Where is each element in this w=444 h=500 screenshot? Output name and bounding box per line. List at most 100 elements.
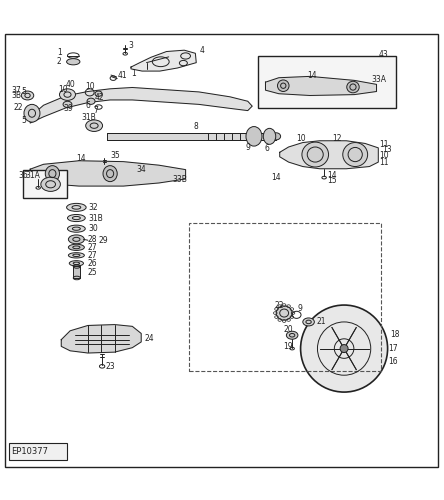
Ellipse shape [67, 58, 80, 65]
Text: 23: 23 [106, 362, 115, 371]
Text: 10: 10 [380, 151, 389, 160]
Text: 6: 6 [85, 101, 90, 110]
Ellipse shape [343, 142, 368, 167]
Polygon shape [131, 50, 196, 71]
Text: 14: 14 [307, 71, 317, 80]
Text: 25: 25 [88, 268, 98, 276]
Ellipse shape [63, 102, 72, 107]
Text: 1: 1 [57, 48, 62, 58]
Text: 24: 24 [145, 334, 155, 344]
Text: 7: 7 [93, 106, 98, 114]
Ellipse shape [286, 332, 298, 339]
Bar [73, 266, 80, 278]
Text: 20: 20 [283, 326, 293, 334]
Ellipse shape [278, 80, 289, 92]
Text: 27: 27 [88, 251, 98, 260]
Ellipse shape [24, 104, 40, 122]
Text: 12: 12 [332, 134, 341, 142]
Ellipse shape [67, 204, 86, 212]
Ellipse shape [67, 225, 85, 232]
Text: 19: 19 [283, 342, 293, 351]
Ellipse shape [21, 91, 34, 100]
Text: 36: 36 [19, 171, 28, 180]
Text: 34: 34 [137, 164, 147, 173]
Text: 42: 42 [95, 93, 104, 102]
Ellipse shape [68, 244, 84, 250]
Text: 10: 10 [297, 134, 306, 142]
Text: 14: 14 [328, 171, 337, 180]
Polygon shape [30, 161, 186, 186]
Ellipse shape [68, 252, 84, 258]
Ellipse shape [68, 235, 84, 244]
Text: 39: 39 [63, 104, 73, 114]
Text: EP10377: EP10377 [12, 447, 48, 456]
Text: 31A: 31A [26, 171, 41, 180]
Bar [107, 133, 276, 140]
Ellipse shape [87, 98, 95, 104]
Text: 40: 40 [66, 80, 75, 90]
Ellipse shape [340, 344, 348, 352]
Ellipse shape [69, 260, 83, 266]
Text: 10: 10 [59, 85, 68, 94]
Bar [23, 170, 67, 198]
Text: 9: 9 [297, 304, 302, 313]
Text: 14: 14 [271, 172, 281, 182]
Text: 5: 5 [21, 116, 26, 125]
Ellipse shape [303, 318, 314, 326]
Text: 5: 5 [21, 88, 26, 96]
Ellipse shape [246, 126, 262, 146]
Polygon shape [61, 324, 141, 353]
Ellipse shape [103, 166, 117, 182]
Text: 8: 8 [193, 122, 198, 131]
Text: 15: 15 [328, 176, 337, 185]
Polygon shape [30, 88, 252, 123]
Text: 29: 29 [99, 236, 108, 244]
Text: 31B: 31B [82, 113, 96, 122]
Text: 22: 22 [13, 104, 23, 112]
Text: 21: 21 [316, 316, 325, 326]
Text: 16: 16 [388, 358, 398, 366]
Text: 27: 27 [88, 243, 98, 252]
Text: 30: 30 [88, 224, 98, 233]
Text: 26: 26 [88, 259, 98, 268]
Text: 3B: 3B [11, 91, 21, 100]
Text: 33B: 33B [172, 176, 187, 184]
Ellipse shape [67, 214, 85, 222]
Text: 3: 3 [129, 42, 134, 50]
Text: 28: 28 [88, 235, 97, 244]
Text: 32: 32 [88, 203, 98, 212]
Text: 37: 37 [11, 86, 21, 94]
Text: 13: 13 [382, 145, 392, 154]
Polygon shape [280, 141, 378, 169]
Text: 17: 17 [388, 344, 398, 353]
Ellipse shape [301, 305, 388, 392]
Text: 1: 1 [131, 69, 136, 78]
Text: 11: 11 [380, 158, 389, 166]
Ellipse shape [86, 120, 103, 132]
Text: 18: 18 [390, 330, 399, 339]
Bar [189, 224, 381, 371]
Bar [9, 442, 67, 460]
Ellipse shape [347, 82, 359, 93]
Ellipse shape [302, 142, 329, 167]
Text: 2: 2 [57, 57, 62, 66]
Text: 14: 14 [76, 154, 86, 163]
Ellipse shape [45, 166, 59, 182]
Text: 22: 22 [274, 302, 284, 310]
Ellipse shape [95, 91, 102, 96]
Polygon shape [266, 76, 377, 96]
Text: 43: 43 [378, 50, 388, 59]
Ellipse shape [272, 133, 281, 140]
Ellipse shape [59, 89, 75, 101]
Text: 10: 10 [85, 82, 95, 91]
Text: 31B: 31B [88, 214, 103, 222]
Ellipse shape [263, 128, 276, 144]
Text: 33A: 33A [371, 74, 386, 84]
Text: 41: 41 [117, 72, 127, 80]
Text: 4: 4 [200, 46, 205, 54]
Text: 35: 35 [110, 152, 120, 160]
Bar [258, 56, 396, 108]
Text: 11: 11 [380, 140, 389, 149]
Text: 6: 6 [265, 144, 270, 154]
Ellipse shape [41, 177, 60, 192]
